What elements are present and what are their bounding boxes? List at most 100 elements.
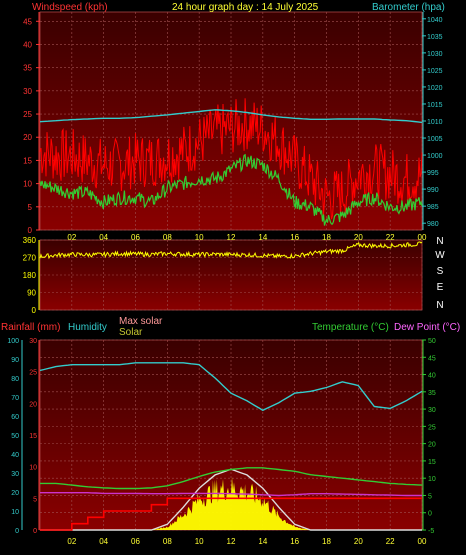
barometer-tick-label: 1010	[427, 119, 443, 126]
temperature-tick-label: 15	[428, 459, 436, 466]
temperature-tick-label: 30	[428, 407, 436, 414]
hour-tick-label: 08	[163, 537, 172, 546]
windspeed-tick-label: 10	[23, 180, 32, 189]
temperature-tick-label: 35	[428, 390, 436, 397]
temperature-tick-label: -5	[428, 528, 434, 535]
hour-tick-label: 02	[67, 537, 76, 546]
graph-title: 24 hour graph day : 14 July 2025	[172, 2, 319, 13]
hour-tick-label: 04	[99, 537, 108, 546]
direction-tick-label: 180	[23, 271, 37, 280]
windspeed-tick-label: 35	[23, 64, 32, 73]
windspeed-tick-label: 5	[28, 203, 33, 212]
grid	[39, 11, 423, 531]
barometer-tick-label: 1030	[427, 51, 443, 58]
humidity-axis-title: Humidity	[68, 322, 107, 333]
humidity-tick-label: 90	[11, 357, 19, 364]
barometer-tick-label: 995	[427, 170, 439, 177]
solar-label: Solar	[119, 327, 143, 338]
hour-tick-label: 20	[354, 233, 363, 242]
humidity-tick-label: 30	[11, 471, 19, 478]
dew-point-axis-title: Dew Point (°C)	[394, 322, 460, 333]
barometer-tick-label: 980	[427, 221, 439, 228]
hour-tick-label: 06	[131, 537, 140, 546]
hour-tick-label: 04	[99, 233, 108, 242]
hour-tick-label: 14	[258, 537, 267, 546]
dew-point-line	[40, 492, 422, 497]
windspeed-tick-label: 40	[23, 40, 32, 49]
hour-tick-label: 06	[131, 233, 140, 242]
rain-tick-label: 10	[29, 465, 37, 472]
humidity-line	[39, 362, 423, 412]
windspeed-tick-label: 0	[28, 226, 33, 235]
temperature-tick-label: 25	[428, 424, 436, 431]
axes: 0510152025303540459809859909951000100510…	[7, 12, 443, 546]
wind-gust-line	[39, 98, 423, 220]
series	[39, 98, 423, 531]
windspeed-tick-label: 25	[23, 110, 32, 119]
max-solar-label: Max solar	[119, 316, 163, 327]
compass-letter: N	[436, 300, 443, 311]
hour-tick-label: 00	[418, 233, 427, 242]
barometer-tick-label: 1040	[427, 17, 443, 24]
hour-tick-label: 12	[227, 233, 236, 242]
solar-area	[40, 477, 422, 530]
barometer-axis-title: Barometer (hpa)	[372, 2, 445, 13]
wind-direction-line	[39, 241, 423, 260]
humidity-tick-label: 60	[11, 414, 19, 421]
temperature-tick-label: 40	[428, 373, 436, 380]
rain-tick-label: 15	[29, 433, 37, 440]
windspeed-tick-label: 15	[23, 156, 32, 165]
humidity-tick-label: 0	[15, 528, 19, 535]
windspeed-axis-title: Windspeed (kph)	[32, 2, 108, 13]
temperature-tick-label: 5	[428, 493, 432, 500]
temperature-tick-label: 45	[428, 355, 436, 362]
direction-tick-label: 360	[23, 236, 37, 245]
rain-tick-label: 30	[29, 338, 37, 345]
compass-letter: N	[436, 236, 443, 247]
rainfall-line	[40, 497, 422, 531]
rain-tick-label: 25	[29, 370, 37, 377]
hour-tick-label: 02	[67, 233, 76, 242]
temperature-tick-label: 10	[428, 476, 436, 483]
humidity-tick-label: 20	[11, 490, 19, 497]
compass-letter: E	[437, 282, 444, 293]
compass-letter: S	[437, 266, 444, 277]
barometer-tick-label: 1005	[427, 136, 443, 143]
temperature-axis-title: Temperature (°C)	[312, 322, 389, 333]
direction-tick-label: 90	[27, 289, 36, 298]
hour-tick-label: 14	[258, 233, 267, 242]
barometer-tick-label: 1020	[427, 85, 443, 92]
hour-tick-label: 16	[290, 537, 299, 546]
humidity-tick-label: 10	[11, 509, 19, 516]
panel2-background	[40, 240, 422, 310]
hour-tick-label: 22	[386, 233, 395, 242]
windspeed-tick-label: 30	[23, 87, 32, 96]
direction-tick-label: 0	[32, 306, 37, 315]
windspeed-tick-label: 20	[23, 133, 32, 142]
rain-tick-label: 5	[33, 496, 37, 503]
barometer-line	[39, 109, 423, 124]
hour-tick-label: 20	[354, 537, 363, 546]
temperature-tick-label: 0	[428, 511, 432, 518]
humidity-tick-label: 70	[11, 395, 19, 402]
humidity-tick-label: 100	[7, 338, 19, 345]
barometer-tick-label: 1015	[427, 102, 443, 109]
compass-letter: W	[435, 250, 445, 261]
wind-average-line	[39, 153, 423, 226]
barometer-tick-label: 990	[427, 187, 439, 194]
barometer-tick-label: 1035	[427, 34, 443, 41]
temperature-tick-label: 20	[428, 442, 436, 449]
windspeed-tick-label: 45	[23, 17, 32, 26]
hour-tick-label: 18	[322, 537, 331, 546]
rain-tick-label: 0	[33, 528, 37, 535]
temperature-line	[40, 467, 423, 490]
humidity-tick-label: 80	[11, 376, 19, 383]
hour-tick-label: 10	[195, 233, 204, 242]
hour-tick-label: 16	[290, 233, 299, 242]
humidity-tick-label: 40	[11, 452, 19, 459]
barometer-tick-label: 1025	[427, 68, 443, 75]
humidity-tick-label: 50	[11, 433, 19, 440]
hour-tick-label: 18	[322, 233, 331, 242]
